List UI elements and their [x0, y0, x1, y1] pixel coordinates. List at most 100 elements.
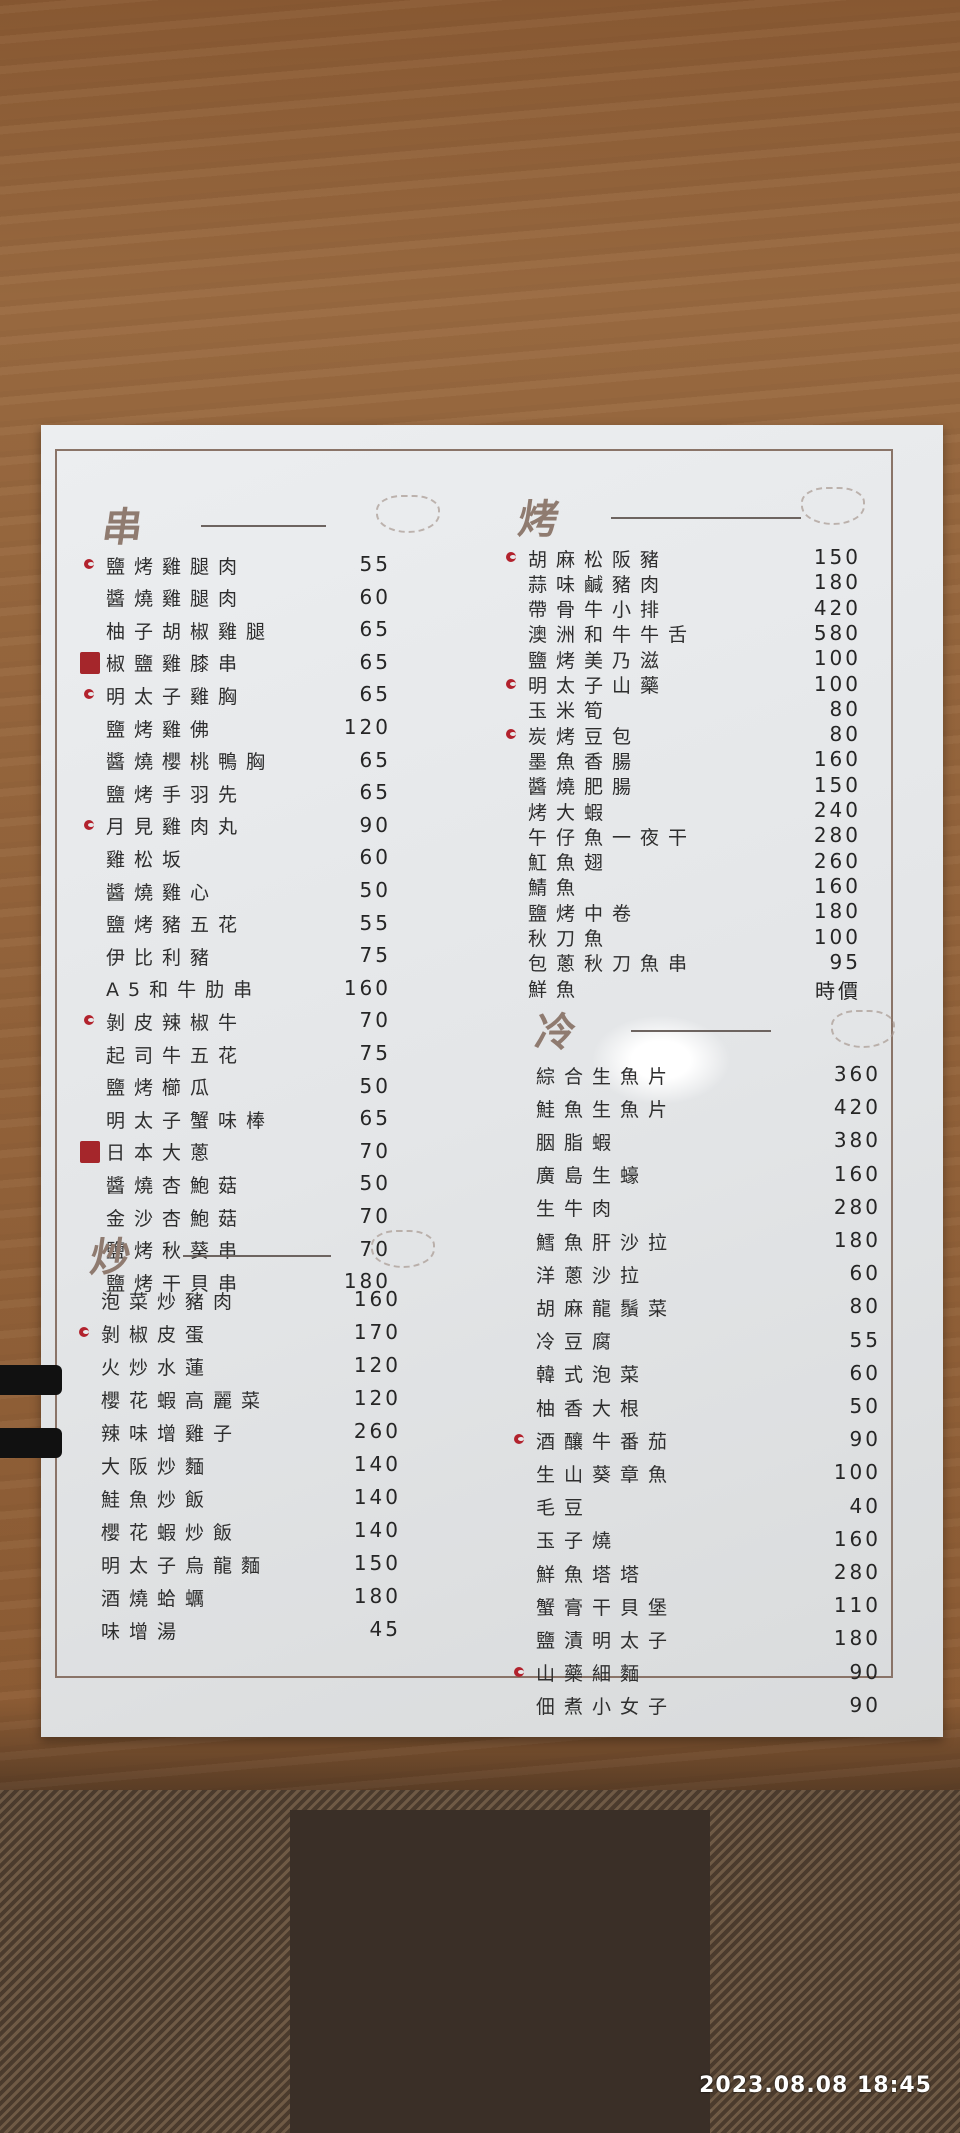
menu-item-name: 廣島生蠔	[536, 1165, 649, 1188]
menu-item: 味增湯 45	[101, 1615, 401, 1645]
menu-item-name: 鮮魚塔塔	[536, 1563, 649, 1586]
menu-item-name: 烤大蝦	[528, 801, 613, 824]
spicy-mark-icon	[84, 559, 94, 569]
section-heading-cold: 冷	[532, 1009, 579, 1056]
food-illustration-icon	[831, 1010, 895, 1048]
menu-item: 鹽烤干貝串 180	[106, 1267, 391, 1297]
food-illustration-icon	[371, 1230, 435, 1268]
menu-item: 山藥細麵 90	[514, 1658, 881, 1688]
menu-item: 日本大蔥 70	[80, 1137, 391, 1167]
menu-item-name: 剝椒皮蛋	[101, 1323, 214, 1346]
recommended-seal-icon	[80, 651, 100, 674]
menu-item-price: 160	[833, 1526, 881, 1551]
menu-item: 鹽烤手羽先 65	[106, 778, 391, 808]
menu-item-name: 鹽烤干貝串	[106, 1272, 247, 1295]
menu-item-price: 65	[359, 617, 391, 642]
menu-item-name: 醬燒雞心	[106, 881, 219, 904]
menu-item-name: 澳洲和牛牛舌	[528, 624, 697, 647]
menu-item: A5和牛肋串 160	[106, 974, 391, 1004]
menu-item: 金沙杏鮑菇 70	[106, 1202, 391, 1232]
menu-item: 生山葵章魚 100	[536, 1458, 881, 1488]
menu-item: 鹽烤櫛瓜 50	[106, 1072, 391, 1102]
menu-item-price: 160	[813, 873, 861, 898]
menu-item-name: 冷豆腐	[536, 1331, 621, 1354]
menu-item-name: 醬燒杏鮑菇	[106, 1174, 247, 1197]
section-heading-skewer: 串	[99, 504, 146, 551]
recommended-seal-icon	[80, 1140, 100, 1163]
menu-item: 洋蔥沙拉 60	[536, 1259, 881, 1289]
menu-item-price: 50	[359, 1073, 391, 1098]
menu-item-price: 580	[813, 620, 861, 645]
menu-item-name: 鹽烤櫛瓜	[106, 1077, 219, 1100]
menu-item-name: 玉米筍	[528, 700, 613, 723]
menu-item-name: 蒜味鹹豬肉	[528, 573, 669, 596]
menu-item-name: 玉子燒	[536, 1530, 621, 1553]
menu-item-name: 櫻花蝦炒飯	[101, 1521, 242, 1544]
menu-item-price: 75	[359, 943, 391, 968]
menu-item: 鹽烤秋葵串 70	[106, 1235, 391, 1265]
section-heading-grill: 烤	[515, 496, 562, 543]
menu-item-name: 生牛肉	[536, 1198, 621, 1221]
menu-item-price: 110	[833, 1593, 881, 1618]
menu-item-name: 炭烤豆包	[528, 725, 641, 748]
menu-item-name: 洋蔥沙拉	[536, 1264, 649, 1287]
menu-item-price: 120	[353, 1353, 401, 1377]
menu-item-price: 380	[833, 1128, 881, 1153]
menu-item: 澳洲和牛牛舌 580	[528, 619, 861, 649]
menu-item-name: 醬燒雞腿肉	[106, 588, 247, 611]
menu-item-price: 65	[359, 1106, 391, 1131]
menu-item-price: 140	[353, 1452, 401, 1476]
menu-item-price: 55	[359, 910, 391, 935]
menu-item-price: 280	[833, 1194, 881, 1219]
menu-item-price: 140	[353, 1518, 401, 1542]
menu-item: 墨魚香腸 160	[528, 745, 861, 775]
spicy-mark-icon	[506, 729, 516, 740]
menu-item-name: 月見雞肉丸	[106, 816, 247, 839]
menu-item-price: 60	[849, 1261, 881, 1286]
menu-item-price: 65	[359, 649, 391, 674]
menu-item-price: 160	[833, 1161, 881, 1186]
menu-item: 胡麻松阪豬 150	[506, 543, 861, 573]
menu-item: 佃煮小女子 90	[536, 1691, 881, 1721]
menu-item: 鹽烤雞佛 120	[106, 713, 391, 743]
menu-item-name: 酒燒蛤蠣	[101, 1587, 214, 1610]
section-divider	[183, 1255, 331, 1257]
menu-item: 椒鹽雞膝串 65	[80, 648, 391, 678]
spicy-mark-icon	[84, 1015, 94, 1026]
food-illustration-icon	[376, 495, 440, 533]
menu-item-price: 180	[833, 1228, 881, 1252]
menu-item-price: 80	[829, 696, 861, 721]
menu-item: 玉子燒 160	[536, 1525, 881, 1555]
menu-item-name: 明太子蟹味棒	[106, 1109, 275, 1132]
spicy-mark-icon	[84, 689, 94, 700]
menu-item-price: 時價	[815, 979, 861, 1004]
menu-item-price: 100	[833, 1460, 881, 1485]
menu-item-price: 120	[353, 1386, 401, 1410]
menu-item-price: 80	[849, 1294, 881, 1319]
menu-item-price: 420	[833, 1095, 881, 1120]
menu-item-price: 160	[343, 975, 391, 1000]
menu-item-name: 鮭魚生魚片	[536, 1098, 677, 1121]
spicy-mark-icon	[506, 678, 516, 689]
menu-item: 毛豆 40	[536, 1492, 881, 1522]
menu-item-name: 鹽烤美乃滋	[528, 649, 669, 672]
menu-item: 剝皮辣椒牛 70	[84, 1006, 391, 1036]
menu-item: 鹽烤豬五花 55	[106, 909, 391, 939]
menu-item-price: 70	[359, 1138, 391, 1163]
section-divider	[201, 525, 326, 527]
menu-item-price: 55	[359, 552, 391, 576]
menu-item: 綜合生魚片 360	[536, 1060, 881, 1090]
menu-item-name: 鹽烤中卷	[528, 902, 641, 925]
menu-item-name: 雞松坂	[106, 848, 191, 871]
section-heading-stirfry: 炒	[87, 1234, 134, 1281]
menu-item: 酒燒蛤蠣 180	[101, 1582, 401, 1612]
menu-item-price: 140	[353, 1485, 401, 1509]
menu-item-name: 韓式泡菜	[536, 1364, 649, 1387]
menu-item-price: 100	[813, 671, 861, 696]
menu-item-name: 鹽烤雞腿肉	[106, 555, 247, 578]
menu-item-price: 280	[833, 1560, 881, 1584]
menu-item: 鮮魚塔塔 280	[536, 1558, 881, 1588]
menu-item-price: 65	[359, 747, 391, 772]
menu-item: 蒜味鹹豬肉 180	[528, 568, 861, 598]
menu-item-price: 120	[343, 715, 391, 739]
